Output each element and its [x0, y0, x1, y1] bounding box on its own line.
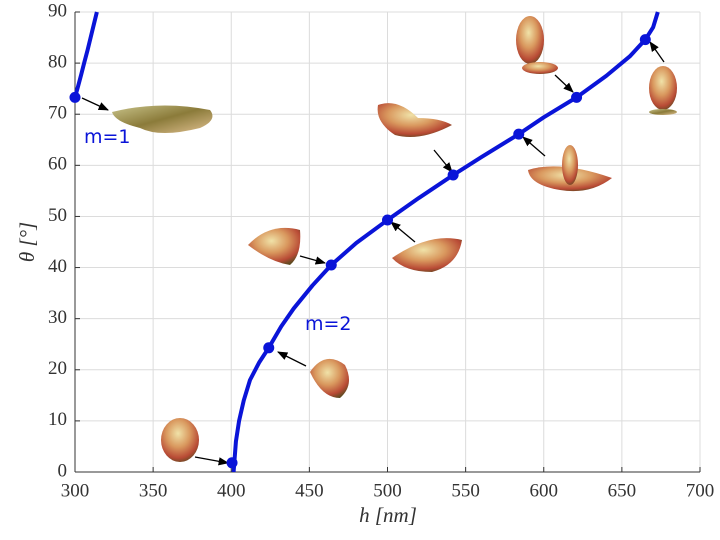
point — [513, 128, 525, 140]
point — [325, 259, 337, 271]
pattern — [562, 145, 578, 185]
x-tick-label: 500 — [373, 480, 402, 501]
annotation: m=2 — [305, 313, 352, 335]
point — [69, 91, 81, 103]
arrow — [433, 149, 453, 173]
x-tick-label: 550 — [451, 480, 480, 501]
x-axis-label: h [nm] — [359, 503, 417, 527]
y-tick-label: 80 — [48, 51, 67, 72]
pattern — [516, 16, 544, 64]
pattern — [310, 358, 349, 398]
y-tick-label: 70 — [48, 103, 67, 124]
point — [382, 214, 393, 226]
x-tick-label: 400 — [217, 480, 246, 501]
plot — [69, 11, 660, 473]
pattern — [392, 238, 462, 272]
y-tick-label: 60 — [48, 154, 67, 175]
y-tick-label: 50 — [48, 205, 67, 226]
pattern — [161, 418, 199, 462]
y-tick-label: 30 — [48, 307, 67, 328]
point — [226, 457, 238, 469]
x-tick-label: 450 — [295, 480, 324, 501]
arrow — [277, 351, 307, 367]
annotation: m=1 — [84, 126, 131, 148]
arrow — [649, 41, 665, 63]
x-tick-label: 600 — [530, 480, 559, 501]
point — [571, 91, 583, 103]
y-tick-label: 0 — [58, 460, 68, 481]
x-tick-label: 700 — [686, 480, 715, 501]
arrows — [81, 41, 665, 466]
y-tick-label: 20 — [48, 358, 67, 379]
y-tick-label: 90 — [48, 0, 67, 21]
line — [231, 11, 660, 473]
x-tick-label: 350 — [139, 480, 168, 501]
pattern — [248, 227, 301, 265]
grid: 300 350 400 450 500 550 600 650 700 0 10 20 30 40 50 60… — [48, 0, 714, 501]
y-tick-label: 10 — [48, 409, 67, 430]
arrow — [390, 221, 416, 243]
pattern — [377, 103, 452, 138]
pattern — [649, 109, 677, 115]
x-tick-label: 650 — [608, 480, 637, 501]
y-axis-label: θ [°] — [15, 222, 39, 262]
point — [447, 169, 459, 181]
y-tick-label: 40 — [48, 256, 67, 277]
arrow — [194, 456, 230, 466]
arrow — [81, 97, 109, 111]
arrow — [554, 74, 574, 93]
arrow — [299, 255, 327, 265]
point — [639, 34, 651, 46]
pattern — [112, 105, 213, 133]
point — [263, 342, 275, 354]
x-tick-label: 300 — [61, 480, 90, 501]
line — [73, 11, 99, 98]
arrow — [522, 136, 546, 157]
patterns — [112, 16, 677, 462]
pattern — [522, 62, 558, 74]
pattern — [649, 66, 677, 110]
